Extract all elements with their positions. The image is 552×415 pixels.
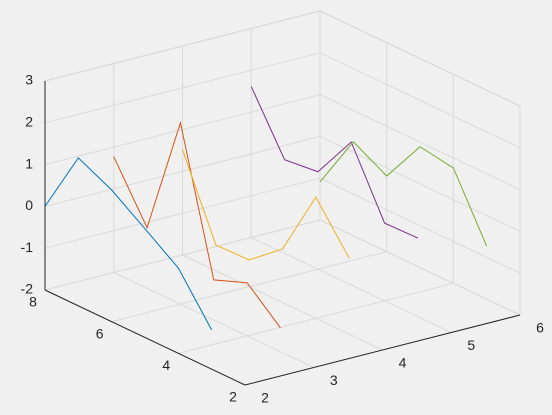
- y-tick-label: 6: [96, 325, 104, 341]
- data-line: [250, 86, 419, 239]
- grid-line: [319, 219, 521, 316]
- data-line: [319, 141, 488, 247]
- grid-line: [319, 94, 521, 191]
- z-tick-label: 3: [25, 72, 33, 88]
- grid-line: [319, 135, 521, 232]
- grid-line: [44, 94, 321, 166]
- x-tick-label: 4: [399, 355, 407, 371]
- grid-line: [319, 177, 521, 274]
- z-tick-label: 0: [25, 197, 33, 213]
- grid-line: [178, 282, 454, 354]
- y-tick-label: 8: [29, 294, 37, 310]
- y-tick-label: 4: [162, 357, 170, 373]
- grid-line: [319, 52, 521, 149]
- grid-line: [319, 10, 521, 107]
- grid-line: [182, 254, 383, 351]
- x-tick-label: 2: [261, 390, 269, 406]
- grid-line: [44, 52, 321, 124]
- y-tick-label: 2: [229, 389, 237, 405]
- z-tick-label: 1: [25, 155, 33, 171]
- grid-line: [44, 177, 321, 249]
- grid-line: [111, 251, 387, 323]
- x-tick-label: 3: [330, 372, 338, 388]
- grid-line: [44, 135, 321, 207]
- x-axis: [244, 314, 521, 386]
- y-axis: [44, 289, 246, 386]
- grid-line: [113, 272, 314, 368]
- grid-line: [251, 237, 452, 333]
- data-line: [182, 149, 350, 261]
- grid-line: [44, 10, 321, 82]
- x-tick-label: 5: [467, 337, 475, 353]
- x-tick-label: 6: [536, 320, 544, 336]
- z-tick-label: -1: [21, 239, 34, 255]
- data-line: [44, 157, 213, 331]
- data-line: [113, 120, 281, 329]
- z-tick-label: 2: [25, 114, 33, 130]
- grid-line: [44, 219, 321, 291]
- z-tick-label: -2: [21, 281, 34, 297]
